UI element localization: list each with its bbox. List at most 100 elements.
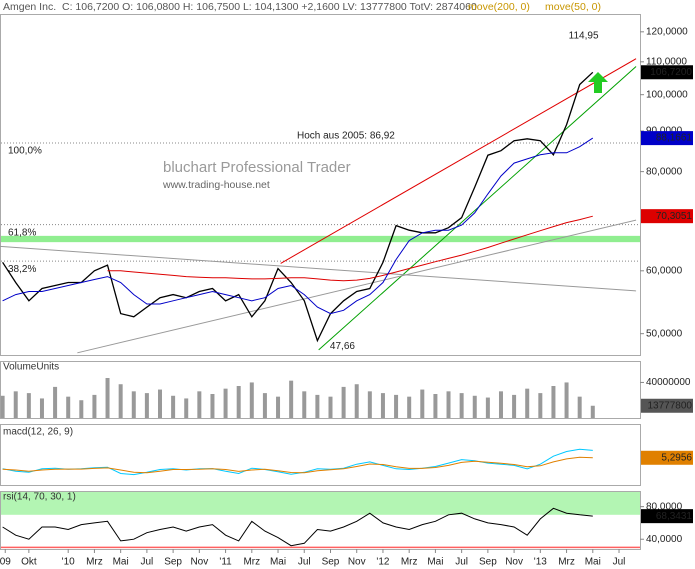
y-tick-label: 80,0000 [646,501,683,512]
x-tick-label: Sep [479,557,497,568]
panel-frame [0,491,641,550]
bar [564,382,569,418]
bar [498,391,503,418]
current-value-label: 13777800 [648,400,693,411]
bar [26,393,31,418]
bar [0,395,5,418]
x-tick-label: 09 [0,557,11,568]
bar [577,396,582,418]
level-label: 61,8% [8,227,36,238]
series-line [2,448,593,476]
panel-title: rsi(14, 70, 30, 1) [3,492,76,503]
current-value-label: 106,7200 [650,67,692,78]
series-line [2,71,594,343]
bar [92,394,97,418]
x-tick-label: Nov [348,557,366,568]
bar [262,393,267,418]
series-line [107,215,593,282]
series-line [2,456,593,474]
bar [538,393,543,418]
bar [39,398,44,418]
bar [158,389,162,418]
y-tick-label: 50,0000 [646,328,683,339]
y-tick-label: 110,0000 [646,56,687,67]
bar [394,394,399,418]
x-tick-label: Nov [505,557,523,568]
level-label: 100,0% [8,146,42,157]
y-tick-label: 120,0000 [646,26,688,37]
bar [53,386,58,418]
x-tick-label: Mrz [558,557,575,568]
bar [459,393,464,418]
bar [144,393,149,418]
x-tick-label: Jul [613,557,626,568]
x-tick-label: Mai [427,557,443,568]
x-tick-label: '10 [62,557,75,568]
bar [525,388,530,418]
current-value-label: 88,1661 [656,133,693,144]
bar [354,384,359,418]
bar [433,394,438,418]
panel-frame [0,361,641,419]
bar [184,398,189,418]
watermark: bluchart Professional Trader [163,159,351,176]
y-tick-label: 60,0000 [646,265,683,276]
y-tick-label: 40000000 [646,377,691,388]
panel-frame [0,14,641,356]
bar [223,388,228,418]
panel-frame [0,424,641,486]
bar [66,396,71,418]
x-tick-label: Okt [21,557,37,568]
bar [407,396,412,418]
bar [131,391,136,418]
x-tick-label: Sep [322,557,340,568]
bar [105,378,110,418]
x-tick-label: '12 [376,557,389,568]
series-line [2,507,593,547]
panel-title: VolumeUnits [3,362,59,373]
x-tick-label: Nov [190,557,208,568]
level-note: Hoch aus 2005: 86,92 [297,131,395,142]
bar [289,380,294,418]
band [1,235,640,243]
trend-line [0,245,637,292]
x-tick-label: Mai [585,557,601,568]
bar [79,400,84,418]
level-label: 38,2% [8,264,36,275]
bar [512,394,517,418]
bar [171,395,176,418]
bar [197,391,202,418]
value-box [641,131,693,146]
bar [210,394,215,418]
bar [590,405,595,418]
band [1,492,640,515]
plot-area: 100,0% Hoch aus 2005: 86,92 61,8% 38,2% 50,0… [0,26,693,568]
current-value-label: 68,3431 [656,511,693,522]
value-box [641,398,693,413]
bar [328,396,333,418]
x-tick-label: Sep [164,557,182,568]
bar [118,384,123,418]
x-tick-label: Mai [113,557,129,568]
value-box [641,209,693,224]
bar [472,395,477,418]
bar [380,393,385,418]
x-tick-label: '11 [219,557,232,568]
x-tick-label: Jul [455,557,468,568]
bar [236,386,241,418]
value-box [641,65,693,80]
bar [420,389,425,418]
legend-series: Amgen Inc. [3,1,56,13]
watermark: www.trading-house.net [162,179,270,191]
chart-title: C: 106,7200 O: 106,0800 H: 106,7500 L: 1… [62,1,477,13]
bar [341,386,346,418]
x-tick-label: Jul [140,557,153,568]
bar [302,391,307,418]
y-tick-label: 100,0000 [646,89,688,100]
y-tick-label: 40,0000 [646,534,683,545]
legend-series: move(200, 0) [468,1,530,13]
bar [315,394,320,418]
x-tick-label: Mrz [86,557,103,568]
